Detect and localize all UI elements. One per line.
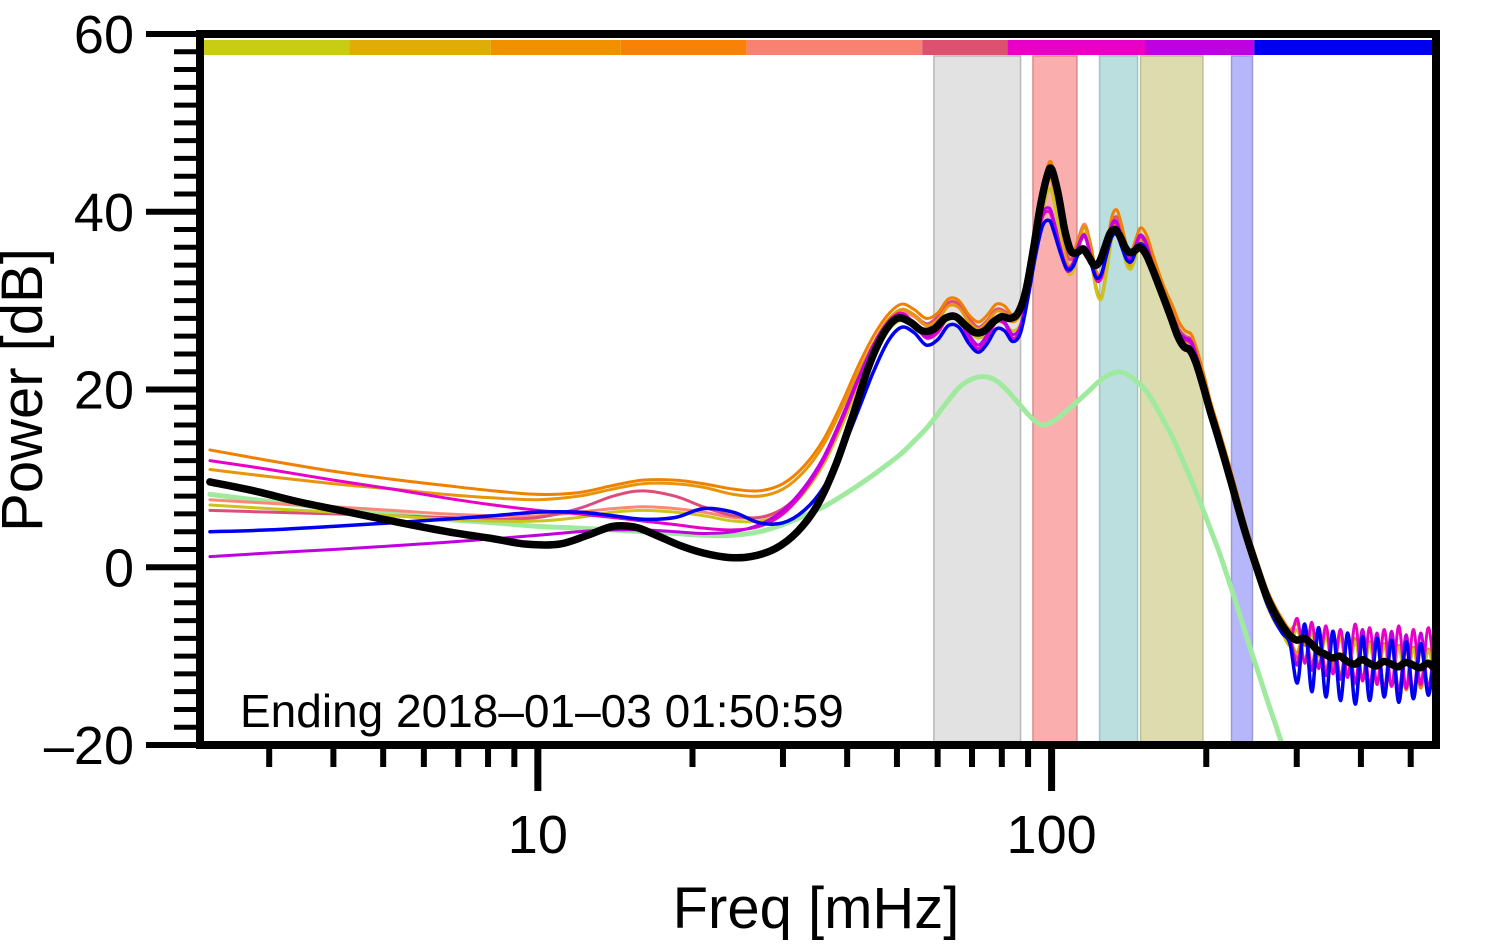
x-tick-label: 10 (508, 805, 568, 865)
y-tick-label: 40 (74, 183, 134, 243)
colorbar-segment-6 (1007, 40, 1146, 55)
x-tick-label: 100 (1007, 805, 1097, 865)
colorbar-segment-5 (922, 40, 1008, 55)
colorbar-segment-1 (349, 40, 491, 55)
frequency-colorbar (200, 40, 1436, 55)
axis-tick-labels: 60 40 20 0 ‒20 10 100 (44, 5, 1097, 865)
series-spectrum-green-lowpower (207, 369, 1286, 745)
colorbar-segment-0 (200, 40, 350, 55)
ending-timestamp-annotation: Ending 2018‒01‒03 01:50:59 (240, 685, 844, 737)
colorbar-segment-2 (490, 40, 621, 55)
y-tick-label: 60 (74, 5, 134, 65)
x-axis-label: Freq [mHz] (673, 876, 960, 941)
y-axis-label: Power [dB] (0, 248, 55, 532)
y-tick-label: 0 (104, 538, 134, 598)
colorbar-segment-4 (746, 40, 923, 55)
y-tick-label: 20 (74, 361, 134, 421)
series-layer (206, 159, 1436, 745)
colorbar-segment-8 (1254, 40, 1436, 55)
colorbar-segment-3 (620, 40, 747, 55)
axis-ticks-layer (146, 31, 1414, 791)
y-tick-label: ‒20 (44, 716, 134, 776)
series-mean-reference (206, 164, 1436, 673)
band-pink (1032, 55, 1078, 746)
band-teal (1098, 55, 1139, 746)
series-spectrum-orange-1 (208, 159, 1436, 692)
colorbar-segment-7 (1145, 40, 1255, 55)
